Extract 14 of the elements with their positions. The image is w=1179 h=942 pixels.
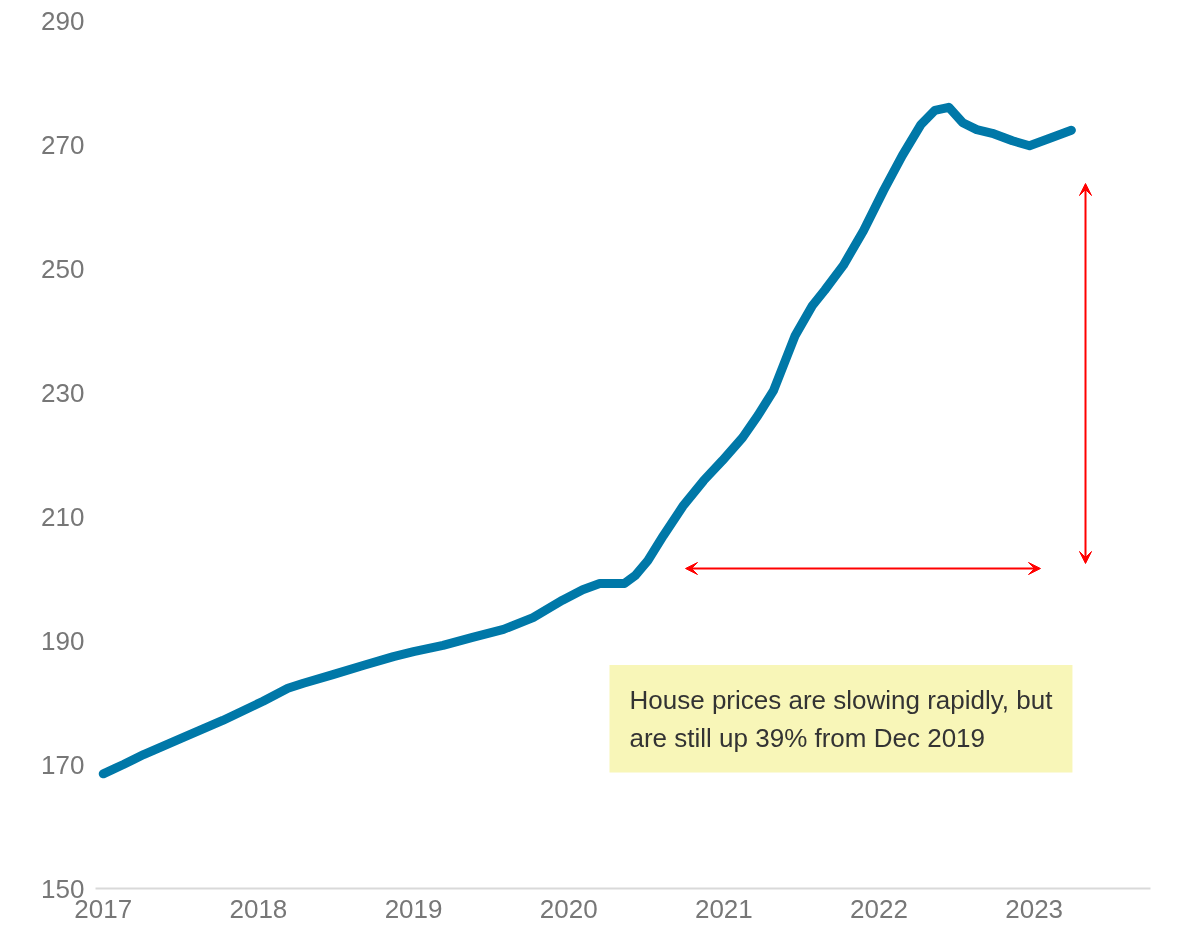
- x-tick-label: 2018: [229, 893, 288, 924]
- y-tick-label: 230: [41, 377, 85, 408]
- y-tick-label: 170: [41, 749, 85, 780]
- y-tick-label: 270: [41, 129, 85, 160]
- y-tick-label: 190: [41, 625, 85, 656]
- x-tick-label: 2021: [694, 893, 753, 924]
- x-tick-label: 2023: [1005, 893, 1064, 924]
- x-tick-label: 2022: [850, 893, 908, 924]
- y-tick-label: 250: [41, 253, 85, 284]
- y-tick-label: 210: [41, 501, 85, 532]
- annotation: House prices are slowing rapidly, but are still up 39% from Dec 2019: [629, 685, 1054, 753]
- y-tick-label: 290: [41, 5, 85, 36]
- x-tick-label: 2019: [384, 893, 443, 924]
- x-tick-label: 2020: [539, 893, 598, 924]
